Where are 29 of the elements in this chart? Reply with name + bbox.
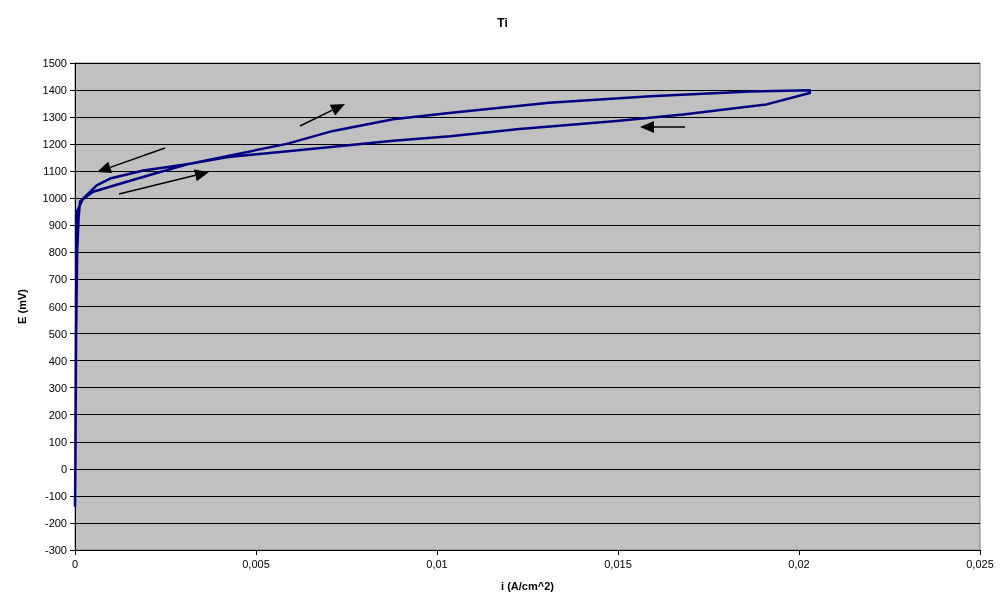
y-tick-label: 1100 [43,165,67,178]
y-tick-label: 400 [48,354,67,367]
x-tick-label: 0,015 [604,557,632,570]
y-tick-label: 300 [48,381,67,394]
y-tick-label: 200 [48,408,67,421]
y-tick-label: 0 [60,462,67,475]
y-tick-label: 1500 [42,57,67,69]
line-series [73,89,812,508]
x-axis-title: i (A/cm^2) [501,579,555,592]
y-tick-label: -300 [44,544,67,556]
y-tick-label: 900 [48,219,67,232]
x-tick-label: 0,005 [242,557,270,570]
y-tick-label: 100 [48,435,67,448]
chart-title: Ti [497,16,508,30]
y-tick-label: 700 [48,273,67,286]
y-tick-label: 1200 [42,138,67,151]
y-tick-label: 1400 [42,84,67,97]
y-tick-label: 500 [48,327,67,340]
y-tick-label: 1300 [42,111,67,124]
y-axis-title: E (mV) [15,288,28,324]
y-tick-label: 600 [48,300,67,313]
x-tick-label: 0,025 [966,557,994,570]
x-tick-label: 0,02 [788,557,810,570]
y-tick-label: 800 [48,246,67,259]
y-tick-label: 1000 [42,192,67,205]
x-tick-label: 0 [71,557,79,570]
x-tick-label: 0,01 [426,557,448,570]
y-tick-label: -200 [44,516,67,529]
y-tick-label: -100 [44,489,67,502]
